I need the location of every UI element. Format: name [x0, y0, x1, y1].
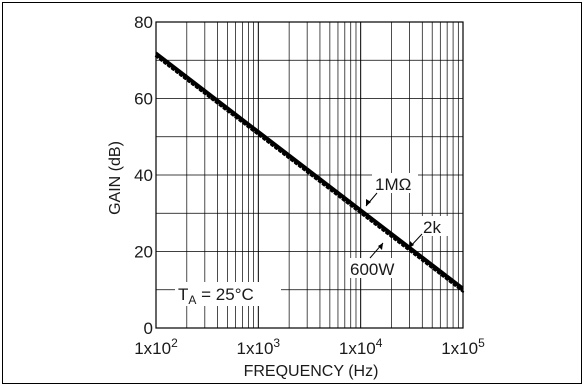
leader-arrow-2k — [409, 241, 414, 248]
leader-arrow-1mohm — [366, 199, 371, 206]
series-line-2 — [155, 53, 464, 291]
x-tick-label: 1x103 — [237, 336, 281, 358]
x-axis-label: FREQUENCY (Hz) — [244, 363, 379, 380]
y-tick-labels: 0 20 40 60 80 — [134, 13, 153, 338]
series-line-3 — [154, 55, 465, 293]
series-label-1mohm: 1MΩ — [372, 173, 418, 194]
series-label-600w: 600W — [347, 258, 397, 279]
series-label-2k: 2k — [420, 216, 448, 237]
y-tick-label: 60 — [134, 90, 153, 109]
svg-text:2k: 2k — [423, 218, 441, 237]
y-tick-label: 80 — [134, 13, 153, 32]
x-tick-labels: 1x102 1x103 1x104 1x105 — [134, 336, 485, 358]
svg-text:600W: 600W — [350, 260, 394, 279]
x-tick-label: 1x104 — [339, 336, 383, 358]
y-tick-label: 0 — [144, 319, 153, 338]
x-tick-label: 1x102 — [134, 336, 178, 358]
y-tick-label: 20 — [134, 243, 153, 262]
svg-text:1MΩ: 1MΩ — [375, 175, 411, 194]
svg-text:TA = 25°C: TA = 25°C — [178, 285, 254, 307]
leader-arrow-600w — [378, 243, 383, 250]
series-line-1 — [155, 51, 464, 289]
series-lines — [154, 51, 465, 293]
temperature-annotation: TA = 25°C — [175, 282, 281, 307]
plot-border — [155, 21, 464, 329]
x-tick-label: 1x105 — [441, 336, 485, 358]
y-axis-label: GAIN (dB) — [107, 141, 124, 215]
chart-frame — [2, 2, 582, 384]
y-tick-label: 40 — [134, 166, 153, 185]
